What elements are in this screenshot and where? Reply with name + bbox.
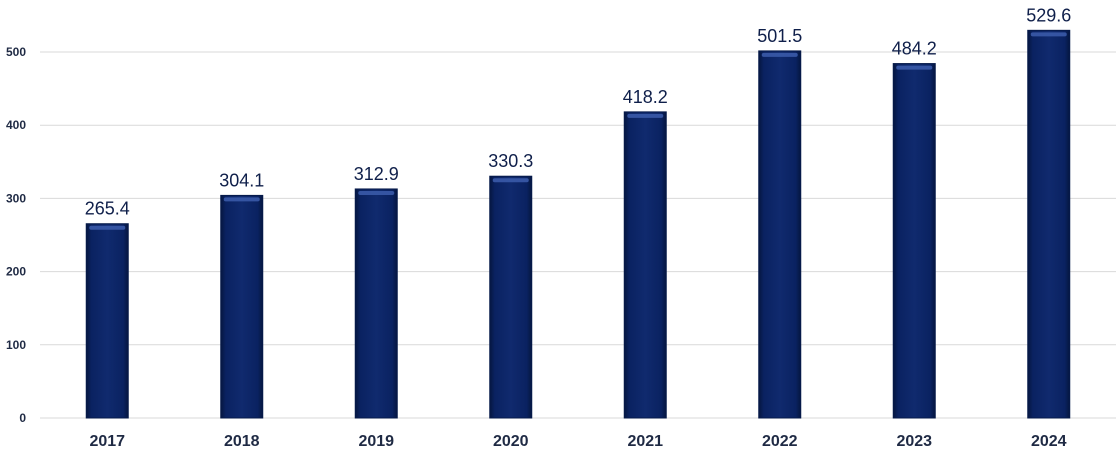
data-label: 529.6 — [1026, 5, 1071, 25]
y-tick-label: 0 — [19, 411, 26, 425]
y-tick-label: 500 — [6, 45, 26, 59]
x-tick-label: 2018 — [224, 433, 260, 450]
x-tick-label: 2023 — [896, 433, 932, 450]
x-tick-label: 2017 — [89, 433, 125, 450]
x-tick-label: 2021 — [627, 433, 663, 450]
bar-highlight — [627, 113, 664, 118]
x-tick-label: 2020 — [493, 433, 529, 450]
bar-highlight — [896, 65, 933, 70]
y-axis-ticks: 0 100 200 300 400 500 — [6, 45, 26, 425]
y-tick-label: 200 — [6, 265, 26, 279]
y-tick-label: 300 — [6, 191, 26, 205]
bar-highlight — [223, 197, 260, 202]
y-tick-label: 100 — [6, 338, 26, 352]
bar-2017 — [85, 223, 129, 419]
data-label: 484.2 — [892, 39, 937, 59]
gridlines — [40, 51, 1116, 419]
bar-2019 — [354, 188, 398, 419]
x-tick-label: 2019 — [358, 433, 394, 450]
x-tick-label: 2022 — [762, 433, 798, 450]
bar-highlight — [89, 225, 126, 230]
y-tick-label: 400 — [6, 118, 26, 132]
data-label: 501.5 — [757, 26, 802, 46]
bar-2024 — [1027, 29, 1071, 419]
bar-2021 — [623, 111, 667, 419]
bar-highlight — [492, 178, 529, 183]
x-tick-label: 2024 — [1031, 433, 1067, 450]
x-axis-ticks: 2017 2018 2019 2020 2021 2022 2023 2024 — [89, 433, 1066, 450]
bar-2020 — [489, 175, 533, 419]
data-label: 304.1 — [219, 170, 264, 190]
bar-2023 — [892, 63, 936, 419]
bars — [85, 29, 1071, 419]
bar-2018 — [220, 194, 264, 419]
data-label: 330.3 — [488, 151, 533, 171]
data-label: 265.4 — [85, 199, 130, 219]
bar-2022 — [758, 50, 802, 419]
bar-highlight — [1030, 32, 1067, 37]
data-label: 418.2 — [623, 87, 668, 107]
data-labels: 265.4 304.1 312.9 330.3 418.2 501.5 484.2 529.6 — [85, 5, 1072, 218]
bar-highlight — [358, 190, 395, 195]
data-label: 312.9 — [354, 164, 399, 184]
bar-highlight — [761, 52, 798, 57]
